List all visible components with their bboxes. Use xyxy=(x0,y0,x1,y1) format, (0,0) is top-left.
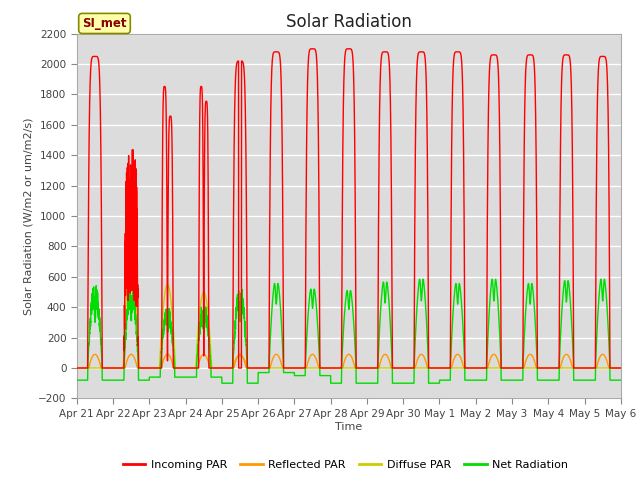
Y-axis label: Solar Radiation (W/m2 or um/m2/s): Solar Radiation (W/m2 or um/m2/s) xyxy=(24,117,34,315)
Title: Solar Radiation: Solar Radiation xyxy=(286,12,412,31)
Text: SI_met: SI_met xyxy=(82,17,127,30)
X-axis label: Time: Time xyxy=(335,421,362,432)
Legend: Incoming PAR, Reflected PAR, Diffuse PAR, Net Radiation: Incoming PAR, Reflected PAR, Diffuse PAR… xyxy=(118,456,573,474)
